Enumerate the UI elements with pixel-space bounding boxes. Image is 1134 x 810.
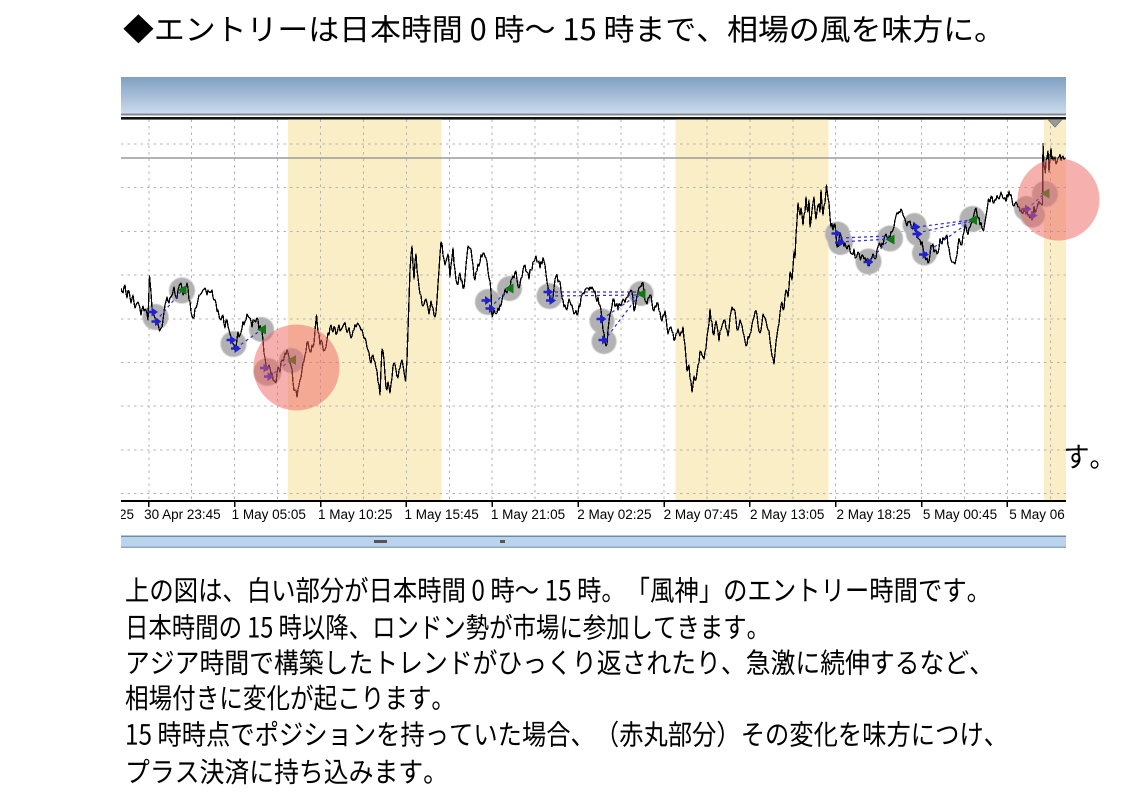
- svg-text:30 Apr 23:45: 30 Apr 23:45: [144, 507, 221, 522]
- svg-text:2 May 02:25: 2 May 02:25: [577, 507, 651, 522]
- svg-text:1 May 05:05: 1 May 05:05: [232, 507, 306, 522]
- svg-text:5 May 00:45: 5 May 00:45: [923, 507, 997, 522]
- svg-text:5 May 06:05: 5 May 06:05: [1009, 507, 1083, 522]
- svg-text:2 May 07:45: 2 May 07:45: [664, 507, 738, 522]
- svg-text:2 May 18:25: 2 May 18:25: [836, 507, 910, 522]
- svg-text:1 May 21:05: 1 May 21:05: [491, 507, 565, 522]
- svg-text:25: 25: [119, 507, 134, 522]
- svg-text:1 May 15:45: 1 May 15:45: [404, 507, 478, 522]
- svg-text:2 May 13:05: 2 May 13:05: [750, 507, 824, 522]
- svg-text:1 May 10:25: 1 May 10:25: [318, 507, 392, 522]
